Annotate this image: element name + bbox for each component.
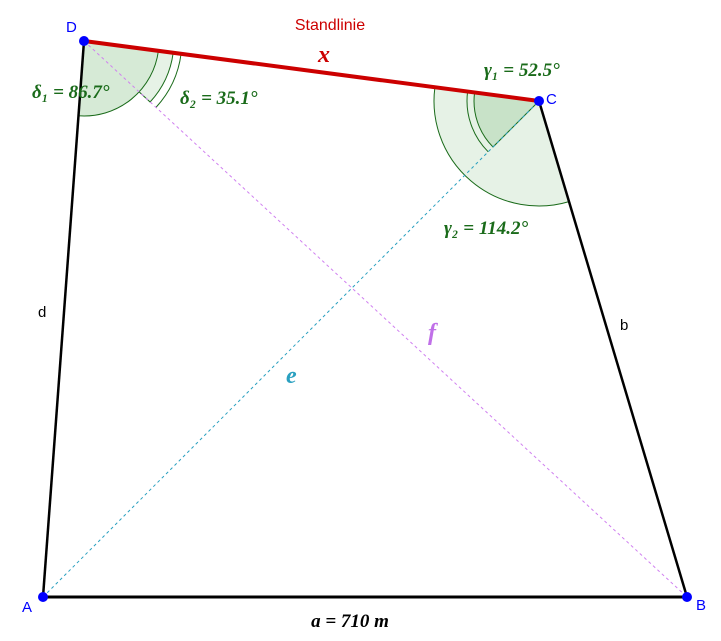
point bbox=[79, 36, 89, 46]
angle-label: δ₁ = 86.7° bbox=[32, 82, 110, 103]
angle-label: γ₁ = 52.5° bbox=[484, 60, 560, 81]
side-label: x bbox=[317, 42, 330, 68]
point-label: D bbox=[66, 19, 77, 36]
side-label: b bbox=[620, 317, 628, 334]
diagonal-f bbox=[83, 40, 688, 598]
side-d bbox=[41, 40, 86, 598]
point bbox=[682, 592, 692, 602]
side-label: a = 710 m bbox=[311, 611, 389, 632]
point-label: A bbox=[22, 599, 32, 616]
angle-label: δ₂ = 35.1° bbox=[180, 88, 258, 109]
point-label: B bbox=[696, 597, 706, 614]
side-label: e bbox=[286, 363, 297, 389]
angle-delta2-arc bbox=[155, 53, 182, 108]
point bbox=[534, 96, 544, 106]
angle-gamma2 bbox=[433, 86, 570, 207]
angle-gamma1-arc bbox=[466, 91, 489, 153]
side-b bbox=[537, 100, 689, 598]
point-label: C bbox=[546, 91, 557, 108]
angle-delta1 bbox=[77, 40, 159, 117]
side-label: d bbox=[38, 304, 46, 321]
side-x bbox=[83, 39, 540, 103]
point bbox=[38, 592, 48, 602]
diagonal-e bbox=[42, 100, 540, 598]
side-label: f bbox=[428, 320, 438, 346]
angle-label: γ₂ = 114.2° bbox=[444, 218, 529, 239]
title: Standlinie bbox=[295, 17, 365, 34]
